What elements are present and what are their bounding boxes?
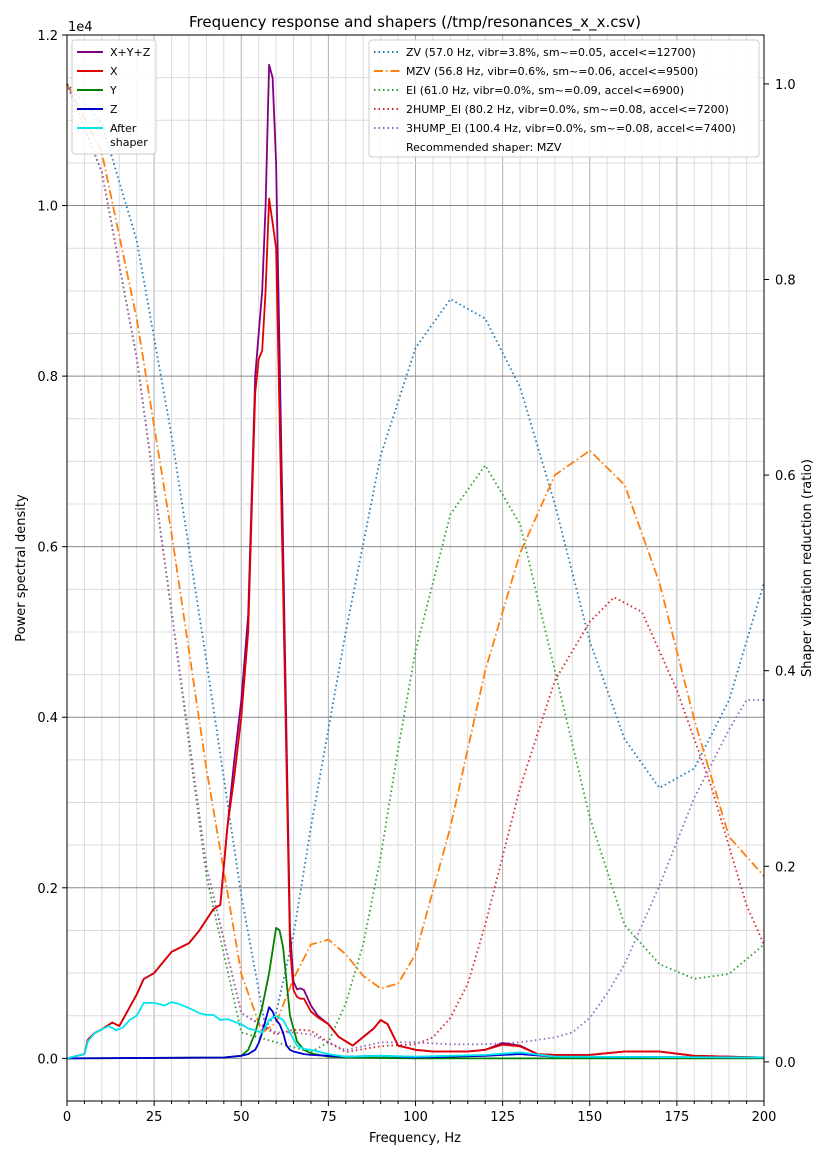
legend-label: 3HUMP_EI (100.4 Hz, vibr=0.0%, sm~=0.08,… [406, 122, 736, 135]
chart-title: Frequency response and shapers (/tmp/res… [189, 13, 641, 32]
axes: 0 25 50 75 100 125 150 175 200 0.0 0.2 0.4 0.6 0.8 1.0… [37, 29, 795, 1125]
series-layer [66, 63, 765, 1060]
legend-label: 2HUMP_EI (80.2 Hz, vibr=0.0%, sm~=0.08, … [406, 103, 729, 116]
shaper-line [66, 83, 764, 1052]
y2-tick-label: 0.2 [775, 860, 796, 875]
legend-box [368, 39, 760, 158]
x-tick-label: 50 [233, 1110, 250, 1125]
legend-box [71, 39, 157, 155]
x-tick-label: 0 [63, 1110, 71, 1125]
y-tick-label: 0.2 [37, 882, 58, 897]
y-tick-label: 0.0 [37, 1052, 58, 1067]
y2-tick-label: 0.8 [775, 273, 796, 288]
y-axis-label: Power spectral density [14, 494, 29, 642]
y-tick-label: 1.0 [37, 200, 58, 215]
psd-line [66, 1001, 765, 1060]
legend-label: After [110, 122, 137, 135]
legend-label: Z [110, 103, 118, 116]
x-tick-label: 100 [403, 1110, 428, 1125]
legend-label: ZV (57.0 Hz, vibr=3.8%, sm~=0.05, accel<… [406, 46, 696, 59]
y2-tick-label: 0.6 [775, 469, 796, 484]
y-tick-label: 0.6 [37, 541, 58, 556]
y-tick-label: 0.8 [37, 370, 58, 385]
legend-label: EI (61.0 Hz, vibr=0.0%, sm~=0.09, accel<… [406, 84, 684, 97]
grid [66, 34, 765, 1102]
x-tick-label: 75 [320, 1110, 337, 1125]
y-tick-label: 1.2 [37, 29, 58, 44]
recommended-shaper-label: Recommended shaper: MZV [406, 141, 562, 154]
legend-label: shaper [110, 136, 148, 149]
x-tick-label: 175 [664, 1110, 689, 1125]
legend-label: Y [109, 84, 117, 97]
legend-shapers: ZV (57.0 Hz, vibr=3.8%, sm~=0.05, accel<… [368, 39, 760, 158]
x-tick-label: 125 [490, 1110, 515, 1125]
y-scale-label: 1e4 [68, 20, 93, 35]
legend-label: X+Y+Z [110, 46, 151, 59]
shaper-line [66, 83, 765, 1034]
shaper-line [66, 83, 765, 1030]
shaper-line [66, 83, 765, 1054]
psd-line [66, 197, 765, 1060]
y-tick-label: 0.4 [37, 711, 58, 726]
x-tick-label: 150 [577, 1110, 602, 1125]
legend-label: X [110, 65, 118, 78]
y2-tick-label: 1.0 [775, 78, 796, 93]
x-tick-label: 25 [146, 1110, 163, 1125]
y2-axis-label: Shaper vibration reduction (ratio) [800, 459, 815, 677]
y2-tick-label: 0.4 [775, 665, 796, 680]
y2-tick-label: 0.0 [775, 1056, 796, 1071]
x-axis-label: Frequency, Hz [369, 1131, 461, 1146]
x-tick-label: 200 [752, 1110, 777, 1125]
legend-label: MZV (56.8 Hz, vibr=0.6%, sm~=0.06, accel… [406, 65, 698, 78]
